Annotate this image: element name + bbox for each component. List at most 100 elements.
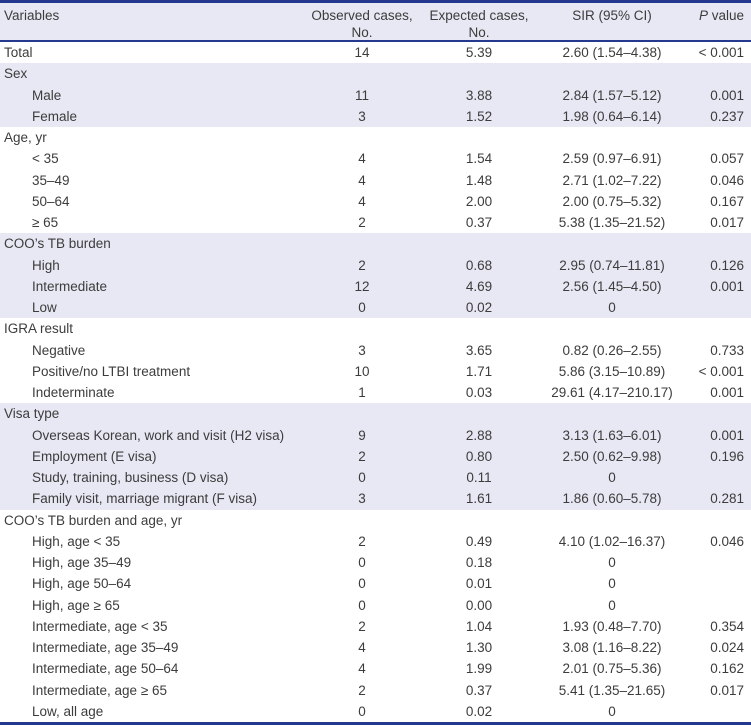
observed-cases-value: 0 (358, 576, 366, 592)
row-label: Male (32, 87, 62, 103)
header-p-value: P value (684, 3, 751, 40)
row-label: Study, training, business (D visa) (32, 470, 229, 486)
p-value: 0.001 (710, 385, 744, 401)
observed-cases-value: 0 (358, 300, 366, 316)
sir-value: 2.95 (0.74–11.81) (559, 257, 665, 273)
table-row: Negative 3 3.65 0.82 (0.26–2.55) 0.733 (0, 339, 751, 361)
sir-value: 2.00 (0.75–5.32) (562, 193, 662, 209)
expected-cases-value: 0.49 (465, 533, 493, 549)
observed-cases-value: 11 (354, 87, 369, 103)
sir-value: 29.61 (4.17–210.17) (551, 385, 673, 401)
observed-cases-value: 4 (358, 661, 366, 677)
sir-value: 2.50 (0.62–9.98) (562, 448, 662, 464)
row-label: Visa type (4, 406, 60, 422)
table-row: Low 0 0.02 0 (0, 297, 751, 319)
row-label: High, age 50–64 (32, 576, 132, 592)
p-value: < 0.001 (698, 363, 744, 379)
expected-cases-value: 1.61 (465, 491, 493, 507)
p-value: 0.024 (710, 640, 744, 656)
table-row: Positive/no LTBI treatment 10 1.71 5.86 (3.… (0, 360, 751, 382)
row-label: Low, all age (32, 703, 104, 719)
expected-cases-value: 1.30 (465, 640, 493, 656)
observed-cases-value: 3 (358, 342, 366, 358)
table-row: 35–49 4 1.48 2.71 (1.02–7.22) 0.046 (0, 169, 751, 191)
row-label: Overseas Korean, work and visit (H2 visa… (32, 427, 285, 443)
expected-cases-value: 0.68 (465, 257, 493, 273)
p-value: 0.281 (710, 491, 744, 507)
row-label: Family visit, marriage migrant (F visa) (32, 491, 258, 507)
row-label: Intermediate, age < 35 (32, 618, 168, 634)
row-label: ≥ 65 (32, 215, 59, 231)
table-row: ≥ 65 2 0.37 5.38 (1.35–21.52) 0.017 (0, 212, 751, 234)
expected-cases-value: 1.04 (465, 618, 493, 634)
sir-value: 3.13 (1.63–6.01) (562, 427, 662, 443)
table-row: Intermediate, age < 35 2 1.04 1.93 (0.48–7.… (0, 615, 751, 637)
table-row: Indeterminate 1 0.03 29.61 (4.17–210.17) 0.0… (0, 382, 751, 404)
row-label: Positive/no LTBI treatment (32, 363, 191, 379)
p-value: 0.001 (710, 427, 744, 443)
expected-cases-value: 0.02 (465, 300, 493, 316)
table-row: High, age 50–64 0 0.01 0 (0, 573, 751, 595)
row-label: High, age ≥ 65 (32, 597, 120, 613)
header-p-rest: value (707, 8, 744, 23)
table-row: Overseas Korean, work and visit (H2 visa… (0, 424, 751, 446)
table-row: Total 14 5.39 2.60 (1.54–4.38) < 0.001 (0, 42, 751, 64)
row-label: Intermediate, age 50–64 (32, 661, 179, 677)
row-label: COO’s TB burden and age, yr (4, 512, 183, 528)
table-header-row: Variables Observed cases, No. Expected c… (0, 3, 751, 42)
observed-cases-value: 2 (358, 257, 366, 273)
p-value: < 0.001 (698, 45, 744, 61)
p-value: 0.001 (710, 87, 744, 103)
p-value: 0.167 (710, 193, 744, 209)
sir-value: 1.98 (0.64–6.14) (562, 108, 662, 124)
expected-cases-value: 0.00 (465, 597, 493, 613)
table-row: Employment (E visa) 2 0.80 2.50 (0.62–9.98)… (0, 445, 751, 467)
row-label: High (32, 257, 60, 273)
sir-value: 2.84 (1.57–5.12) (562, 87, 662, 103)
observed-cases-value: 2 (358, 682, 366, 698)
table-row: < 35 4 1.54 2.59 (0.97–6.91) 0.057 (0, 148, 751, 170)
row-label: < 35 (32, 151, 59, 167)
table-row: Low, all age 0 0.02 0 (0, 700, 751, 722)
expected-cases-value: 0.01 (465, 576, 493, 592)
p-value: 0.162 (710, 661, 744, 677)
table-section-row: COO’s TB burden (0, 233, 751, 255)
table-section-row: IGRA result (0, 318, 751, 340)
observed-cases-value: 0 (358, 470, 366, 486)
row-label: Age, yr (4, 130, 47, 146)
p-value: 0.001 (710, 278, 744, 294)
sir-value: 0 (608, 555, 616, 571)
table-section-row: Visa type (0, 403, 751, 425)
table-section-row: Sex (0, 63, 751, 85)
p-value: 0.017 (710, 682, 744, 698)
table-row: Female 3 1.52 1.98 (0.64–6.14) 0.237 (0, 105, 751, 127)
table-row: Intermediate, age 35–49 4 1.30 3.08 (1.16–8… (0, 637, 751, 659)
expected-cases-value: 0.11 (466, 470, 492, 486)
row-label: Intermediate (32, 278, 108, 294)
header-observed-line1: Observed cases, (311, 8, 413, 23)
table-row: 50–64 4 2.00 2.00 (0.75–5.32) 0.167 (0, 190, 751, 212)
sir-value: 2.01 (0.75–5.36) (562, 661, 662, 677)
expected-cases-value: 2.00 (465, 193, 493, 209)
expected-cases-value: 0.37 (465, 215, 493, 231)
p-value: 0.046 (710, 533, 744, 549)
observed-cases-value: 3 (358, 108, 366, 124)
row-label: Sex (4, 66, 28, 82)
observed-cases-value: 4 (358, 172, 366, 188)
expected-cases-value: 0.03 (465, 385, 493, 401)
table-body: Total 14 5.39 2.60 (1.54–4.38) < 0.001 Sex Mal… (0, 42, 751, 722)
sir-value: 0 (608, 470, 616, 486)
p-value: 0.057 (710, 151, 744, 167)
sir-value: 4.10 (1.02–16.37) (558, 533, 666, 549)
expected-cases-value: 3.65 (465, 342, 493, 358)
table-row: Intermediate, age ≥ 65 2 0.37 5.41 (1.35–21… (0, 679, 751, 701)
sir-value: 1.86 (0.60–5.78) (562, 491, 662, 507)
row-label: COO’s TB burden (4, 236, 111, 252)
sir-value: 5.86 (3.15–10.89) (558, 363, 666, 379)
observed-cases-value: 0 (358, 555, 366, 571)
observed-cases-value: 2 (358, 618, 366, 634)
observed-cases-value: 3 (358, 491, 366, 507)
expected-cases-value: 0.80 (465, 448, 493, 464)
header-observed-line2: No. (351, 24, 373, 40)
